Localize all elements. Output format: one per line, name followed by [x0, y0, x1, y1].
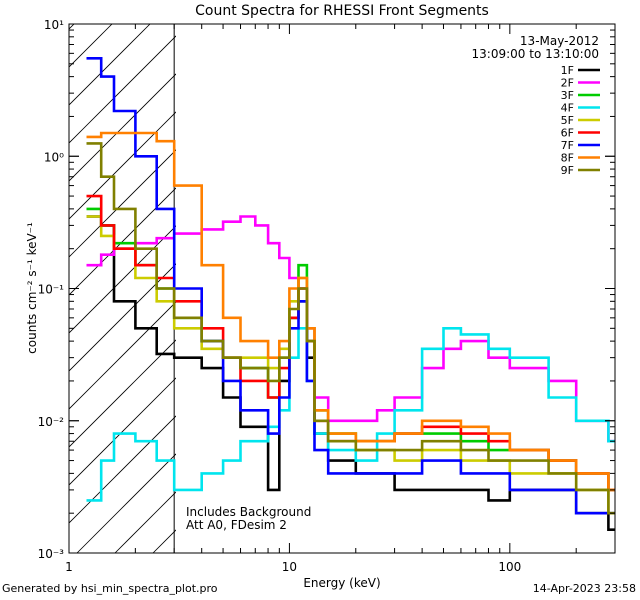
- y-tick-label: 10⁰: [44, 150, 64, 164]
- annotation-date: 13-May-2012: [520, 34, 599, 48]
- series-line-6f: [86, 194, 615, 492]
- legend-label-6f: 6F: [561, 127, 574, 140]
- series-line-1f: [86, 215, 615, 531]
- hatch-line: [69, 187, 176, 296]
- hatch-line: [69, 301, 176, 410]
- x-tick-labels: 1 10 100: [65, 560, 521, 574]
- y-tick-labels: 10¹ 10⁰ 10⁻¹ 10⁻² 10⁻³: [38, 18, 65, 561]
- hatch-line: [69, 24, 113, 68]
- annotation-note-attenuator: Att A0, FDesim 2: [186, 518, 287, 532]
- series-line-5f: [86, 215, 615, 515]
- y-tick-label: 10¹: [44, 18, 64, 32]
- legend-label-1f: 1F: [561, 64, 574, 77]
- hatch-line: [69, 225, 176, 334]
- y-tick-label: 10⁻²: [38, 415, 65, 429]
- legend-label-5f: 5F: [561, 114, 574, 127]
- y-axis-label: counts cm⁻² s⁻¹ keV⁻¹: [25, 222, 39, 354]
- series-line-8f: [86, 131, 615, 492]
- footer-timestamp: 14-Apr-2023 23:58: [532, 582, 636, 595]
- chart-title: Count Spectra for RHESSI Front Segments: [195, 3, 489, 19]
- series-line-2f: [86, 215, 615, 443]
- legend-label-3f: 3F: [561, 89, 574, 102]
- series-line-9f: [86, 142, 615, 515]
- series-line-3f: [86, 207, 615, 492]
- annotation-time: 13:09:00 to 13:10:00: [472, 47, 599, 61]
- x-tick-label: 1: [65, 560, 73, 574]
- legend-label-8f: 8F: [561, 152, 574, 165]
- x-axis-label: Energy (keV): [303, 576, 380, 590]
- y-tick-label: 10⁻³: [38, 547, 65, 561]
- hatch-line: [69, 263, 176, 372]
- x-tick-label: 10: [282, 560, 297, 574]
- footer-generated-by: Generated by hsi_min_spectra_plot.pro: [2, 582, 218, 595]
- x-tick-label: 100: [498, 560, 521, 574]
- y-tick-label: 10⁻¹: [38, 283, 65, 297]
- hatch-line: [76, 453, 176, 553]
- annotation-note-background: Includes Background: [186, 505, 311, 519]
- hatch-line: [69, 415, 176, 524]
- hatched-region: [69, 24, 176, 553]
- series-layer: [86, 57, 615, 531]
- hatch-line: [69, 377, 176, 486]
- hatch-line: [69, 73, 176, 182]
- hatch-line: [69, 149, 176, 258]
- hatch-line: [69, 35, 176, 144]
- hatch-line: [69, 24, 75, 30]
- legend-label-4f: 4F: [561, 102, 574, 115]
- hatch-line: [69, 24, 151, 106]
- axis-ticks: [68, 23, 616, 554]
- legend-label-9f: 9F: [561, 164, 574, 177]
- series-line-7f: [86, 57, 615, 515]
- legend-label-7f: 7F: [561, 139, 574, 152]
- legend-label-2f: 2F: [561, 77, 574, 90]
